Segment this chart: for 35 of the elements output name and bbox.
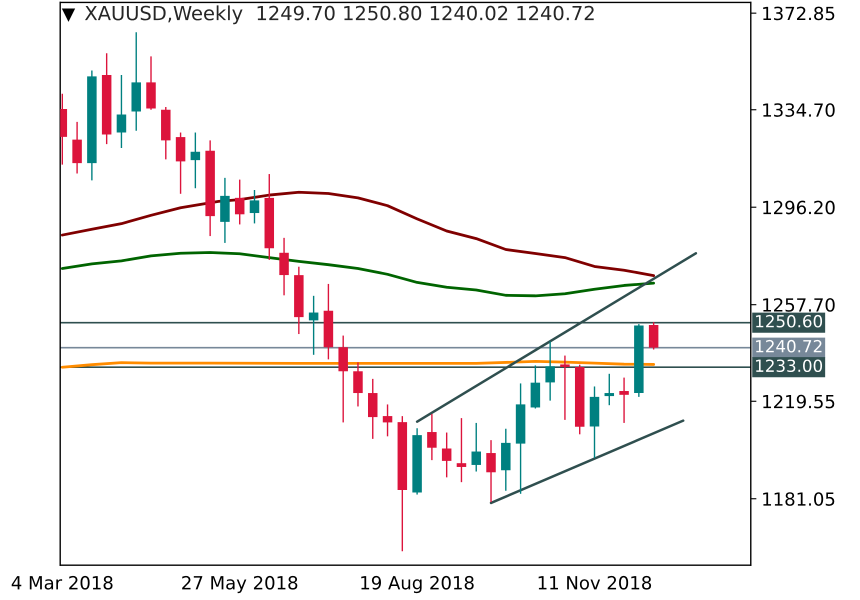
y-tick-label: 1219.55	[763, 394, 834, 408]
chart-title: XAUUSD,Weekly 1249.70 1250.80 1240.02 1240.72	[84, 5, 594, 24]
line-series	[60, 251, 656, 298]
candlestick	[279, 237, 289, 296]
ref-line-label: 1240.72	[756, 340, 822, 353]
y-tick-label: 1181.05	[763, 492, 834, 506]
candlestick	[190, 132, 200, 189]
y-tick-label: 1296.20	[763, 200, 835, 214]
candlestick	[442, 432, 452, 478]
ref-line-label: 1233.00	[756, 359, 822, 372]
candlestick	[648, 321, 658, 350]
candlestick	[619, 376, 629, 424]
y-tick-label: 1334.70	[763, 103, 835, 117]
x-tick-label: 11 Nov 2018	[538, 576, 652, 590]
candlestick	[456, 417, 466, 483]
x-tick-label: 19 Aug 2018	[361, 576, 474, 594]
candlestick	[250, 189, 260, 224]
y-tick-label: 1372.85	[763, 6, 834, 20]
y-tick-label: 1257.70	[763, 298, 835, 312]
candlestick	[560, 354, 570, 421]
candlestick	[604, 373, 614, 406]
candlestick	[427, 413, 437, 461]
candlestick	[545, 340, 555, 402]
x-tick-label: 4 Mar 2018	[12, 576, 113, 590]
candlestick	[72, 121, 82, 174]
ref-line-label: 1250.60	[756, 314, 822, 328]
candlestick	[486, 439, 496, 503]
candlestick	[308, 295, 318, 356]
candlestick	[353, 362, 363, 408]
candlestick	[471, 422, 481, 472]
candlestick	[234, 178, 244, 226]
candlestick	[116, 74, 126, 149]
line-series	[60, 190, 656, 277]
x-tick-label: 27 May 2018	[182, 576, 298, 594]
candlestick	[382, 404, 392, 438]
